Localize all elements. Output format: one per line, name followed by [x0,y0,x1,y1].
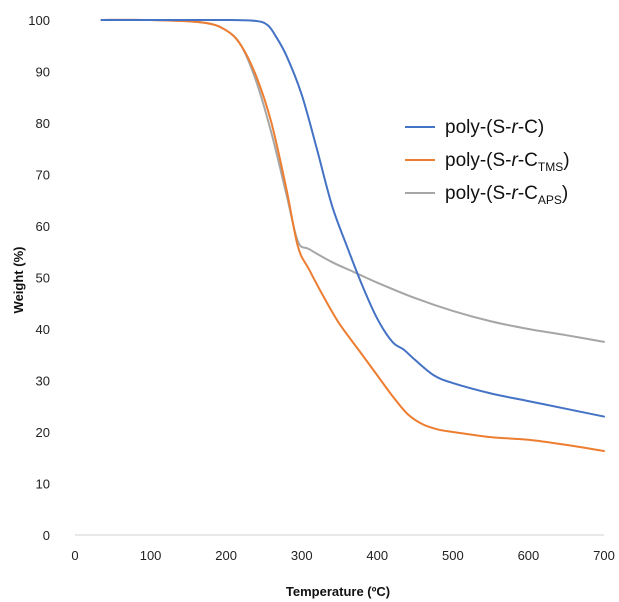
series-lines [100,18,605,453]
x-tick-label: 500 [442,548,464,563]
y-tick-label: 20 [36,425,50,440]
x-tick-label: 300 [291,548,313,563]
y-tick-label: 10 [36,477,50,492]
x-tick-label: 100 [140,548,162,563]
y-tick-label: 100 [28,13,50,28]
series-line-3 [100,18,605,343]
y-tick-labels: 0 10 20 30 40 50 60 70 80 90 100 [28,13,50,543]
y-tick-label: 30 [36,374,50,389]
y-tick-label: 40 [36,322,50,337]
y-tick-label: 50 [36,271,50,286]
y-axis-title: Weight (%) [11,247,26,314]
y-tick-label: 70 [36,168,50,183]
legend-label: poly-(S-r-CTMS) [445,150,570,174]
x-tick-label: 400 [366,548,388,563]
x-tick-label: 200 [215,548,237,563]
y-tick-label: 0 [43,528,50,543]
legend-label: poly-(S-r-C) [445,117,544,138]
x-tick-label: 0 [71,548,78,563]
y-tick-label: 60 [36,219,50,234]
legend-label: poly-(S-r-CAPS) [445,183,568,207]
legend: poly-(S-r-C) poly-(S-r-CTMS) poly-(S-r-CAP… [405,117,570,207]
x-tick-label: 700 [593,548,615,563]
x-axis-title: Temperature (ºC) [286,584,390,599]
y-tick-label: 80 [36,116,50,131]
series-line-1 [100,18,605,418]
x-tick-labels: 0 100 200 300 400 500 600 700 [71,548,614,563]
series-line-2 [100,18,605,453]
y-tick-label: 90 [36,65,50,80]
x-tick-label: 600 [518,548,540,563]
